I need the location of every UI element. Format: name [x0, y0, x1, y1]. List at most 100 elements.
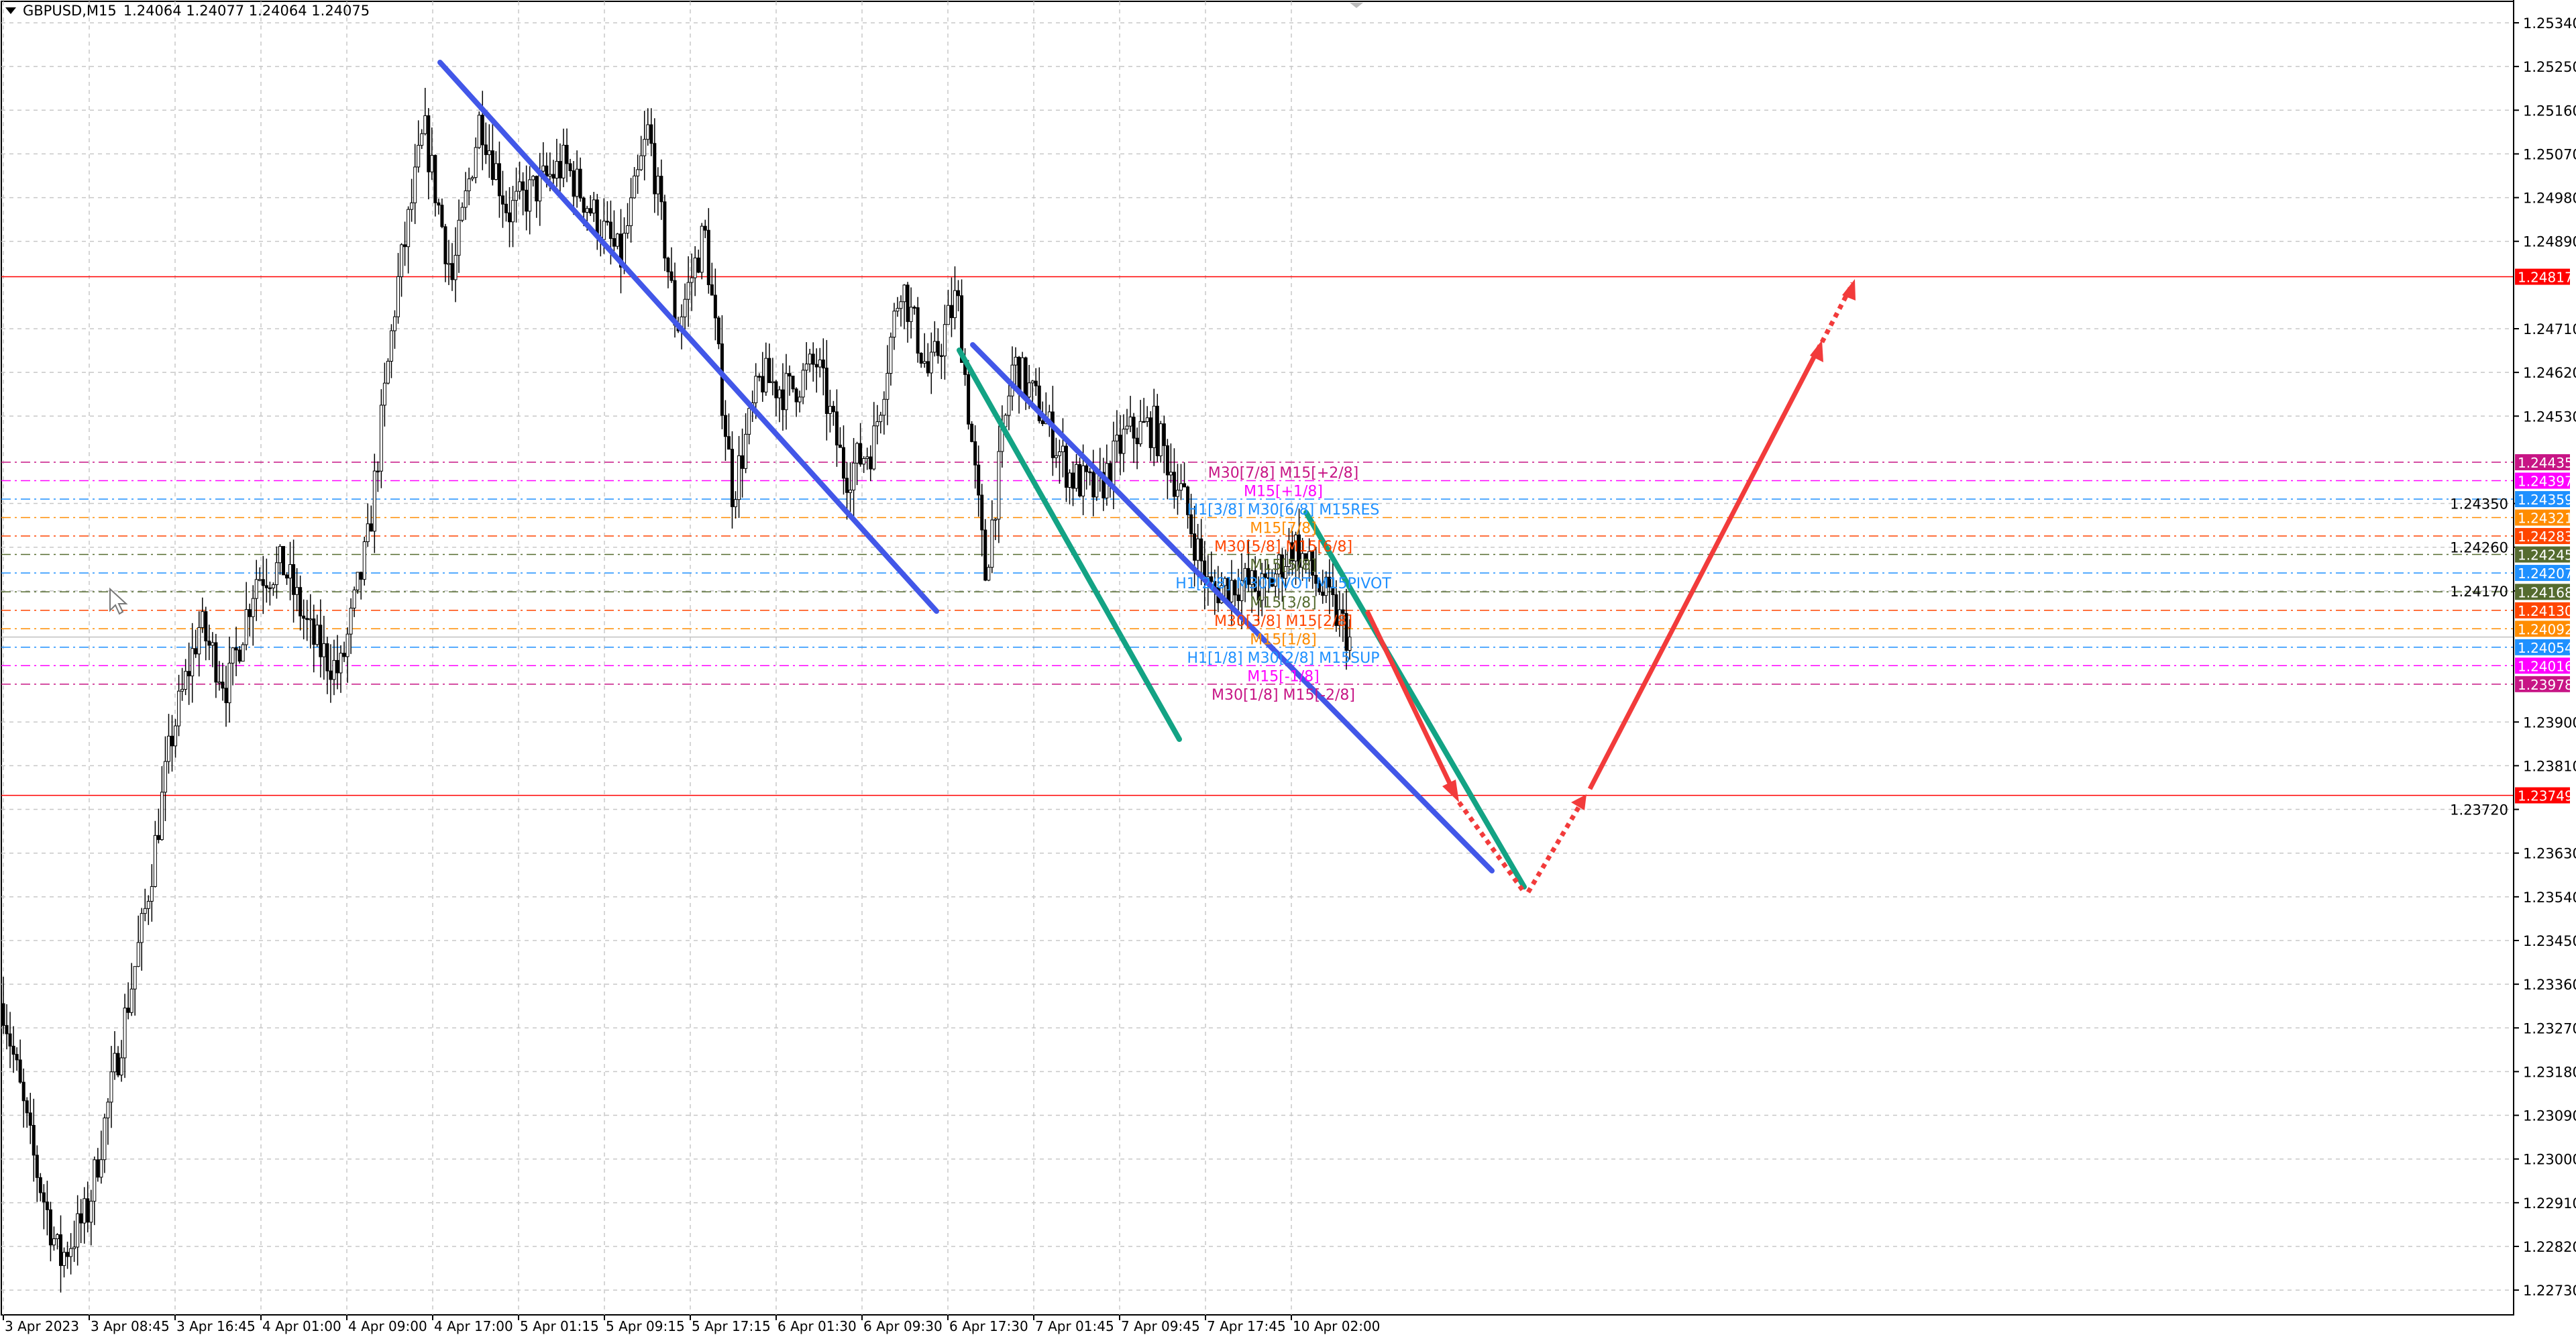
candle-body — [575, 168, 579, 197]
price-tick-label: 1.23540 — [2523, 890, 2576, 906]
candle-body — [376, 470, 380, 473]
candle-body — [1179, 483, 1183, 491]
candle-body — [1324, 576, 1328, 596]
candle-body — [777, 389, 782, 398]
candle-body — [339, 653, 343, 674]
candle-body — [548, 174, 552, 177]
candle-body — [656, 176, 660, 195]
trend-drawings[interactable] — [437, 60, 1856, 894]
candle-body — [453, 255, 458, 280]
candle-body — [109, 1071, 113, 1103]
forecast-line-1[interactable] — [1364, 610, 1456, 793]
candle-body — [251, 598, 255, 617]
candle-body — [713, 294, 717, 319]
candle-body — [477, 115, 481, 148]
candle-body — [700, 225, 704, 273]
level-price-text: 1.24283 — [2518, 529, 2573, 545]
candle-body — [1128, 417, 1132, 427]
candle-body — [926, 361, 930, 374]
level-label: H1[3/8] M30[6/8] M15RES — [1187, 502, 1380, 519]
candle-body — [1172, 472, 1176, 497]
candle-body — [285, 574, 289, 579]
candle-body — [1061, 445, 1065, 452]
candle-body — [572, 170, 576, 197]
candle-body — [366, 523, 370, 543]
candle-body — [52, 1238, 56, 1246]
candle-body — [1085, 465, 1089, 472]
candle-body — [352, 589, 356, 609]
price-tick-label: 1.24620 — [2523, 365, 2576, 381]
candle-body — [723, 415, 727, 437]
candle-body — [93, 1159, 97, 1202]
candle-body — [528, 179, 532, 212]
candle-body — [875, 421, 879, 427]
candle-body — [430, 155, 434, 172]
candle-body — [123, 1008, 127, 1059]
level-price-badge — [2515, 491, 2570, 508]
time-tick-label: 7 Apr 09:45 — [1121, 1318, 1200, 1334]
candle-body — [268, 587, 272, 590]
price-axis[interactable]: 1.25340 1.25250 1.25160 1.25070 1.24980 1.248… — [2450, 0, 2576, 1315]
price-badge-text: 1.23749 — [2518, 788, 2573, 804]
candle-body — [1236, 594, 1240, 601]
candle-body — [811, 354, 815, 365]
candle-body — [558, 160, 562, 178]
channel-line-green-1[interactable] — [957, 347, 1182, 742]
candle-body — [433, 155, 437, 203]
candle-body — [1112, 440, 1116, 486]
channel-line-blue-1[interactable] — [437, 60, 939, 614]
time-tick-label: 10 Apr 02:00 — [1293, 1318, 1380, 1334]
triangle-down-icon[interactable] — [5, 7, 16, 14]
candle-body — [730, 449, 734, 507]
level-label: M30[7/8] M15[+2/8] — [1208, 465, 1359, 482]
candle-body — [919, 352, 923, 364]
candle-body — [794, 388, 798, 403]
candle-body — [902, 284, 906, 303]
candle-body — [1024, 357, 1028, 398]
candle-body — [413, 166, 417, 203]
time-axis[interactable]: 3 Apr 2023 3 Apr 08:45 3 Apr 16:45 4 Apr 01… — [3, 1315, 1380, 1334]
candle-body — [987, 567, 991, 581]
candle-body — [89, 1201, 93, 1223]
candle-body — [214, 642, 218, 683]
candle-body — [5, 1025, 9, 1034]
candle-body — [957, 290, 961, 297]
candle-body — [254, 579, 258, 599]
time-tick-label: 3 Apr 2023 — [5, 1318, 79, 1334]
candle-body — [382, 382, 386, 406]
candle-body — [639, 155, 643, 170]
candle-body — [551, 174, 555, 179]
candle-body — [932, 341, 936, 353]
candle-body — [292, 564, 296, 595]
candle-body — [720, 343, 724, 416]
candle-body — [535, 176, 539, 202]
forecast-line-5-dotted[interactable] — [1819, 282, 1856, 343]
candle-body — [821, 359, 825, 369]
level-price-badge — [2515, 454, 2570, 471]
candle-body — [508, 212, 512, 223]
channel-line-green-2[interactable] — [1303, 510, 1527, 890]
candle-body — [309, 618, 313, 621]
candle-body — [1318, 583, 1322, 592]
candle-body — [96, 1159, 100, 1178]
candle-body — [271, 584, 275, 588]
channel-line-blue-2[interactable] — [970, 342, 1495, 873]
candle-body — [1037, 385, 1041, 421]
candle-body — [1294, 534, 1298, 561]
candle-body — [916, 307, 920, 354]
candle-body — [605, 221, 609, 223]
candle-body — [248, 609, 252, 617]
candle-body — [410, 202, 414, 210]
candle-body — [585, 208, 589, 213]
time-tick-label: 4 Apr 17:00 — [434, 1318, 513, 1334]
level-label: M15[7/8] — [1250, 521, 1317, 537]
candle-body — [1277, 554, 1281, 575]
candle-body — [1260, 573, 1264, 601]
candle-body — [295, 587, 299, 595]
shift-marker-icon[interactable] — [1350, 3, 1363, 8]
time-tick-label: 6 Apr 17:30 — [949, 1318, 1028, 1334]
forecast-line-4[interactable] — [1587, 344, 1823, 790]
